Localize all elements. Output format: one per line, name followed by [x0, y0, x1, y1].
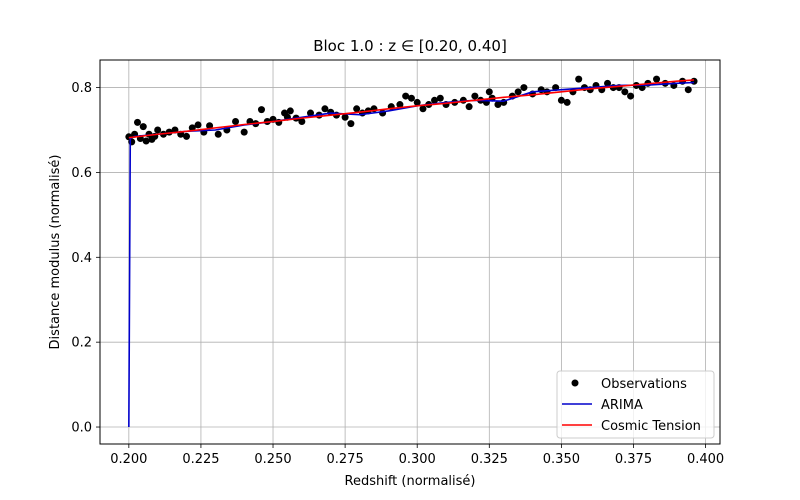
- y-tick-label: 0.0: [71, 421, 92, 436]
- observation-point: [133, 118, 141, 126]
- observation-point: [684, 86, 692, 94]
- x-tick-label: 0.325: [471, 452, 508, 467]
- observation-point: [232, 118, 240, 126]
- observation-point: [206, 122, 214, 130]
- observation-point: [396, 101, 404, 109]
- observation-point: [321, 105, 329, 113]
- plot-frame: [99, 59, 721, 445]
- observation-point: [307, 109, 315, 117]
- x-tick-label: 0.225: [182, 452, 219, 467]
- observation-point: [604, 79, 612, 87]
- legend-label-observations: Observations: [601, 377, 687, 392]
- legend-marker-observations: [571, 379, 579, 387]
- observation-point: [621, 88, 629, 96]
- observation-point: [402, 92, 410, 100]
- observation-point: [128, 138, 136, 146]
- y-tick-label: 0.4: [71, 251, 92, 266]
- x-tick-label: 0.375: [615, 452, 652, 467]
- y-axis-label: Distance modulus (normalisé): [48, 155, 63, 350]
- observation-point: [471, 92, 479, 100]
- observation-point: [183, 132, 191, 140]
- observation-point: [520, 84, 528, 92]
- legend: Observations ARIMA Cosmic Tension: [556, 370, 715, 439]
- x-axis-label: Redshift (normalisé): [345, 474, 476, 489]
- observation-point: [431, 96, 439, 104]
- observation-point: [627, 92, 635, 100]
- observation-point: [436, 94, 444, 102]
- legend-label-cosmic-tension: Cosmic Tension: [601, 419, 701, 434]
- observation-point: [286, 107, 294, 115]
- observation-point: [690, 77, 698, 85]
- y-tick-label: 0.6: [71, 166, 92, 181]
- observation-point: [563, 98, 571, 106]
- plot-area: [125, 75, 698, 428]
- observation-point: [240, 128, 248, 136]
- observation-point: [257, 106, 265, 114]
- observation-point: [139, 123, 147, 131]
- x-tick-label: 0.400: [687, 452, 724, 467]
- x-tick-label: 0.275: [327, 452, 364, 467]
- chart-title: Bloc 1.0 : z ∈ [0.20, 0.40]: [313, 37, 507, 55]
- y-tick-label: 0.2: [71, 336, 92, 351]
- observation-point: [557, 96, 565, 104]
- x-tick-label: 0.200: [110, 452, 147, 467]
- legend-box: [556, 370, 715, 439]
- legend-label-arima: ARIMA: [601, 398, 643, 413]
- observation-point: [154, 126, 162, 134]
- observation-point: [194, 121, 202, 129]
- observation-point: [465, 103, 473, 111]
- cosmic-tension-line: [128, 79, 695, 139]
- observation-point: [575, 75, 583, 83]
- x-tick-label: 0.300: [399, 452, 436, 467]
- observation-point: [347, 120, 355, 128]
- observation-point: [494, 101, 502, 109]
- observation-point: [514, 88, 522, 96]
- observation-point: [419, 105, 427, 113]
- observation-point: [341, 113, 349, 121]
- observation-point: [407, 94, 415, 102]
- observation-point: [653, 75, 661, 83]
- observation-point: [485, 88, 493, 96]
- y-tick-label: 0.8: [71, 81, 92, 96]
- x-tick-label: 0.350: [543, 452, 580, 467]
- observation-point: [353, 105, 361, 113]
- x-tick-label: 0.250: [254, 452, 291, 467]
- observation-point: [214, 130, 222, 138]
- observation-point: [298, 118, 306, 126]
- observation-point: [413, 98, 421, 106]
- axis-ticks: 0.200 0.225 0.250 0.275 0.300 0.325 0.350 0.375…: [71, 81, 724, 467]
- observation-point: [142, 137, 150, 145]
